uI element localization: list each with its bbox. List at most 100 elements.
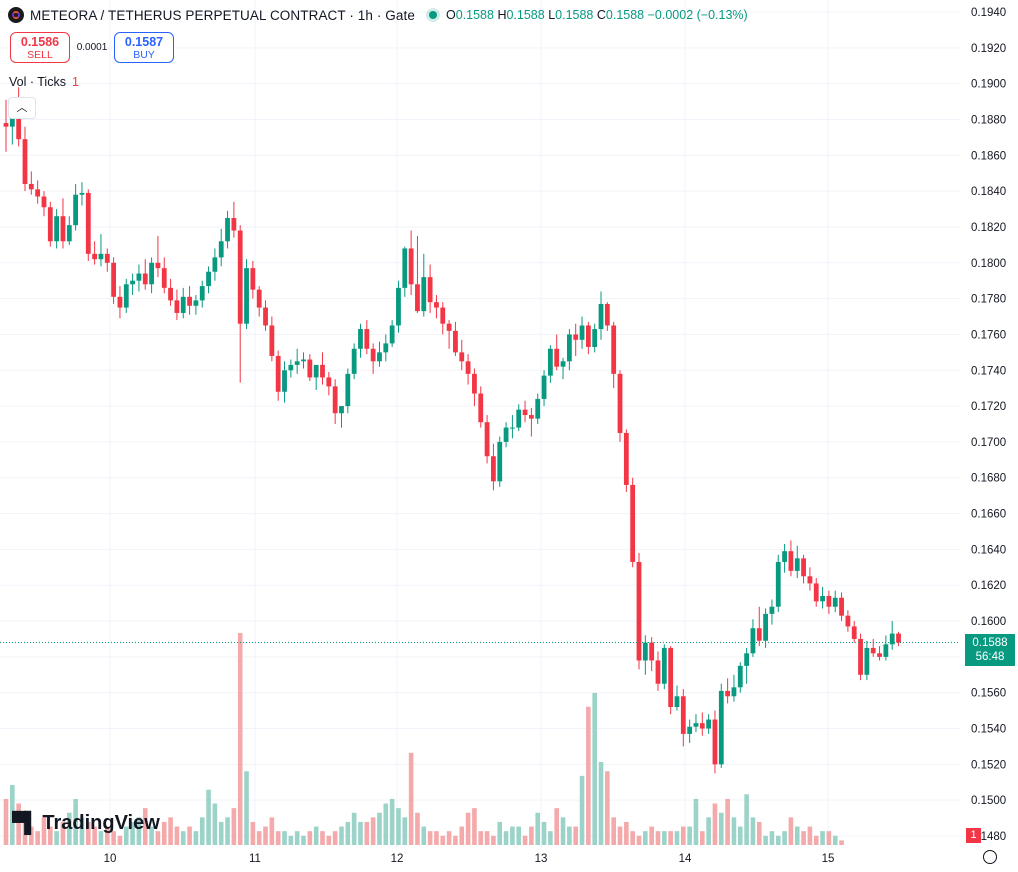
volume-bar	[79, 817, 85, 845]
volume-bar	[225, 817, 230, 845]
candle-body	[478, 393, 484, 423]
volume-bar	[529, 826, 534, 845]
volume-bar	[358, 821, 363, 845]
candle-body	[434, 302, 439, 308]
candle-body	[453, 330, 458, 353]
candle-body	[22, 139, 28, 184]
close-value: 0.1588	[605, 8, 645, 22]
volume-bar	[85, 821, 91, 845]
candle-body	[769, 606, 775, 614]
x-tick-label: 15	[822, 853, 835, 865]
buy-price: 0.1587	[124, 35, 164, 49]
volume-bar	[636, 835, 642, 845]
candle-body	[421, 277, 427, 312]
candle-body	[440, 307, 446, 324]
candle-body	[294, 361, 300, 365]
volume-bar	[630, 831, 635, 845]
volume-bar	[586, 706, 591, 845]
volume-bar	[813, 835, 819, 845]
volume-bar	[434, 831, 439, 845]
volume-bar	[681, 826, 686, 845]
volume-bar	[839, 840, 844, 845]
volume-bar	[48, 826, 53, 845]
buy-button[interactable]: 0.1587 BUY	[114, 32, 174, 63]
volume-bar	[788, 817, 794, 845]
volume-bar	[41, 817, 47, 845]
last-price-value: 0.1588	[972, 637, 1008, 649]
candle-body	[522, 409, 528, 416]
candle-body	[180, 296, 186, 313]
volume-bar	[453, 835, 458, 845]
sell-button[interactable]: 0.1586 SELL	[10, 32, 70, 63]
y-tick-label: 0.1860	[971, 150, 1006, 162]
volume-bar	[560, 817, 566, 845]
volume-bar	[168, 817, 173, 845]
tradingview-mark-icon: ▀▌	[12, 812, 38, 834]
volume-bar	[674, 831, 680, 845]
candle-body	[212, 257, 218, 272]
y-tick-label: 0.1720	[971, 401, 1006, 413]
y-tick-label: 0.1840	[971, 186, 1006, 198]
candle-body	[484, 422, 490, 457]
volume-bar	[706, 817, 711, 845]
spread-value: 0.0001	[76, 42, 108, 53]
candle-body	[35, 189, 41, 197]
candle-body	[41, 196, 47, 208]
volume-bar	[244, 771, 249, 845]
volume-bar	[541, 821, 547, 845]
candle-body	[92, 253, 98, 260]
open-value: 0.1588	[455, 8, 494, 22]
y-tick-label: 0.1560	[971, 688, 1006, 700]
volume-bar	[282, 831, 287, 845]
candle-body	[573, 334, 579, 340]
low-label: L	[548, 8, 556, 22]
candle-body	[60, 216, 66, 242]
volume-bar	[427, 831, 433, 845]
symbol-title[interactable]: METEORA / TETHERUS PERPETUAL CONTRACT · …	[30, 7, 415, 23]
volume-bar	[136, 817, 142, 845]
ohlc-legend: O0.1588 H0.1588 L0.1588 C0.1588 −0.0002 …	[446, 8, 748, 22]
volume-bar	[744, 794, 749, 845]
volume-bar	[655, 831, 661, 845]
y-tick-label: 0.1500	[971, 795, 1006, 807]
settings-gear-icon[interactable]	[983, 850, 997, 864]
y-tick-label: 0.1700	[971, 437, 1006, 449]
tradingview-logo[interactable]: ▀▌ TradingView	[12, 812, 160, 835]
volume-bar	[10, 785, 15, 845]
candle-body	[801, 558, 806, 577]
market-status-icon[interactable]	[428, 11, 437, 19]
volume-bar	[383, 803, 389, 845]
volume-bar	[67, 812, 72, 845]
volume-bar	[446, 831, 452, 845]
volume-legend[interactable]: Vol · Ticks 1	[9, 75, 79, 89]
volume-bar	[826, 831, 832, 845]
volume-bar	[149, 826, 154, 845]
volume-bar	[231, 808, 237, 845]
volume-bar	[649, 826, 654, 845]
high-label: H	[497, 8, 507, 22]
candle-body	[693, 723, 699, 727]
high-value: 0.1588	[506, 8, 545, 22]
candle-body	[611, 325, 617, 374]
volume-bar	[123, 826, 129, 845]
candle-body	[446, 323, 452, 331]
chart-header: METEORA / TETHERUS PERPETUAL CONTRACT · …	[8, 7, 748, 23]
volume-bar	[769, 831, 775, 845]
volume-bars	[3, 633, 844, 845]
volume-bar	[275, 831, 281, 845]
candle-body	[465, 361, 471, 374]
price-axis[interactable]: 0.1940 0.1920 0.1900 0.1880 0.1860 0.1840 0.18…	[971, 7, 1006, 843]
y-tick-label: 0.1920	[971, 43, 1006, 55]
candle-body	[642, 642, 648, 661]
candle-body	[263, 307, 268, 326]
candle-body	[54, 216, 60, 242]
collapse-legend-button[interactable]: ︿	[8, 97, 36, 119]
candle-body	[510, 427, 515, 429]
volume-bar	[712, 803, 718, 845]
volume-bar	[756, 821, 762, 845]
candle-body	[744, 653, 750, 666]
candle-body	[225, 218, 230, 242]
candle-body	[16, 117, 22, 140]
time-axis[interactable]: 10 11 12 13 14 15	[104, 853, 835, 865]
